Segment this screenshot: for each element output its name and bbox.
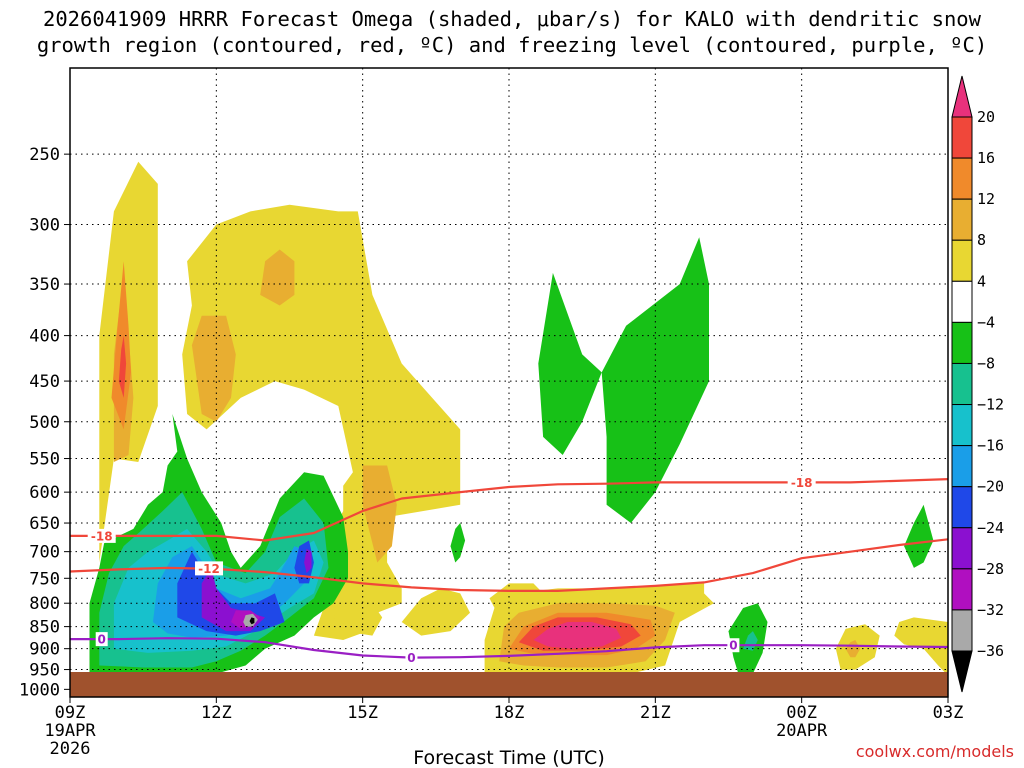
colorbar-bin-12 xyxy=(951,609,973,652)
y-tick-label-950: 950 xyxy=(29,661,60,681)
contour-label-1: -12 xyxy=(198,562,220,576)
omega-region-8-6 xyxy=(260,249,295,306)
colorbar-bin-1 xyxy=(951,157,973,200)
colorbar-bin-5 xyxy=(951,321,973,364)
y-tick-label-850: 850 xyxy=(29,618,60,638)
omega-region-8-17 xyxy=(845,640,861,658)
colorbar-bin-7 xyxy=(951,404,973,447)
colorbar-label-7: −12 xyxy=(977,396,1004,414)
colorbar-label-2: 12 xyxy=(977,190,995,208)
y-tick-label-350: 350 xyxy=(29,275,60,295)
omega-region--4-32 xyxy=(450,523,466,563)
x-tick-label-12Z: 12Z xyxy=(201,703,232,723)
contour-labels: -18 -12 0 0 0 -18 xyxy=(87,475,816,665)
credit-link[interactable]: coolwx.com/models xyxy=(856,742,1014,761)
colorbar-bin-11 xyxy=(951,568,973,611)
omega-region--24-26 xyxy=(304,548,312,574)
contour-label-3: 0 xyxy=(407,651,415,665)
y-tick-label-450: 450 xyxy=(29,372,60,392)
colorbar-top-arrow xyxy=(951,75,973,118)
colorbar-label-6: −8 xyxy=(977,354,995,372)
y-tick-label-400: 400 xyxy=(29,327,60,347)
x-tick-label-18Z: 18Z xyxy=(494,703,525,723)
colorbar-label-11: −28 xyxy=(977,560,1004,578)
x-tick-label-00Z: 00Z xyxy=(786,703,817,723)
y-tick-label-300: 300 xyxy=(29,216,60,236)
y-tick-label-650: 650 xyxy=(29,514,60,534)
ground-layer xyxy=(70,672,948,697)
x-axis-label: Forecast Time (UTC) xyxy=(413,747,604,768)
colorbar-label-5: −4 xyxy=(977,313,995,331)
colorbar-bin-3 xyxy=(951,239,973,282)
colorbar-label-0: 20 xyxy=(977,108,995,126)
y-axis: 2503003504004505005506006507007508008509… xyxy=(19,145,70,700)
colorbar-label-1: 16 xyxy=(977,149,995,167)
omega-region-16-3 xyxy=(118,335,127,398)
colorbar-bottom-arrow xyxy=(951,650,973,693)
omega-region-12-2 xyxy=(111,261,131,430)
chart-title: 2026041909 HRRR Forecast Omega (shaded, … xyxy=(0,6,1024,58)
colorbar-label-12: −32 xyxy=(977,601,1004,619)
chart-title-line2: growth region (contoured, red, ºC) and f… xyxy=(36,33,988,57)
y-tick-label-600: 600 xyxy=(29,483,60,503)
colorbar-label-3: 8 xyxy=(977,231,986,249)
y-tick-label-700: 700 xyxy=(29,543,60,563)
y-tick-label-750: 750 xyxy=(29,569,60,589)
colorbar-bin-9 xyxy=(951,486,973,529)
contour-label-bg-2 xyxy=(95,632,108,647)
colorbar-bin-6 xyxy=(951,362,973,406)
contour-label-5: -18 xyxy=(791,476,813,490)
contour-label-2: 0 xyxy=(98,633,106,647)
contour-label-bg-4 xyxy=(727,638,740,653)
omega-region--36-29 xyxy=(249,617,255,625)
x-tick-date-00Z: 20APR xyxy=(776,721,828,741)
omega-region-4-9 xyxy=(401,588,470,636)
omega-region--4-33 xyxy=(904,504,934,568)
ground-surface xyxy=(70,672,948,697)
omega-region-20-15 xyxy=(533,622,622,649)
omega-region-8-7 xyxy=(362,465,397,563)
omega-region-8-5 xyxy=(191,315,236,422)
x-tick-label-21Z: 21Z xyxy=(640,703,671,723)
omega-region--4-30 xyxy=(538,272,602,455)
colorbar-label-4: 4 xyxy=(977,272,986,290)
colorbar-bin-0 xyxy=(951,116,973,159)
y-tick-label-500: 500 xyxy=(29,413,60,433)
contour-label-bg-0 xyxy=(87,528,116,543)
x-tick-label-15Z: 15Z xyxy=(347,703,378,723)
x-tick-year-09Z: 2026 xyxy=(50,739,91,759)
x-tick-label-09Z: 09Z xyxy=(55,703,86,723)
colorbar-label-9: −20 xyxy=(977,478,1004,496)
colorbar-label-8: −16 xyxy=(977,437,1004,455)
y-tick-label-800: 800 xyxy=(29,594,60,614)
colorbar-label-10: −24 xyxy=(977,519,1004,537)
y-tick-label-900: 900 xyxy=(29,640,60,660)
contour-label-4: 0 xyxy=(729,639,737,653)
contour-label-0: -18 xyxy=(91,529,113,543)
omega-region--4-31 xyxy=(601,237,709,523)
contour-label-bg-5 xyxy=(787,475,816,490)
colorbar-bin-2 xyxy=(951,198,973,241)
contour-2 xyxy=(70,637,948,659)
contour-label-bg-1 xyxy=(195,561,224,576)
contour-0 xyxy=(70,478,948,542)
colorbar-bin-10 xyxy=(951,527,973,570)
x-tick-label-03Z: 03Z xyxy=(933,703,964,723)
y-tick-label-1000: 1000 xyxy=(19,680,60,700)
colorbar: 20 16 12 8 4 −4 −8 −12 −16 −20 −24 −28 −32 −36 xyxy=(951,75,1004,693)
contour-label-bg-3 xyxy=(405,650,418,665)
omega-region-4-4 xyxy=(182,204,461,640)
colorbar-bin-8 xyxy=(951,445,973,488)
x-tick-date-09Z: 19APR xyxy=(44,721,96,741)
chart-title-line1: 2026041909 HRRR Forecast Omega (shaded, … xyxy=(43,7,981,31)
y-tick-label-250: 250 xyxy=(29,145,60,165)
y-tick-label-550: 550 xyxy=(29,450,60,470)
colorbar-bin-4 xyxy=(951,280,973,323)
colorbar-label-13: −36 xyxy=(977,642,1004,660)
